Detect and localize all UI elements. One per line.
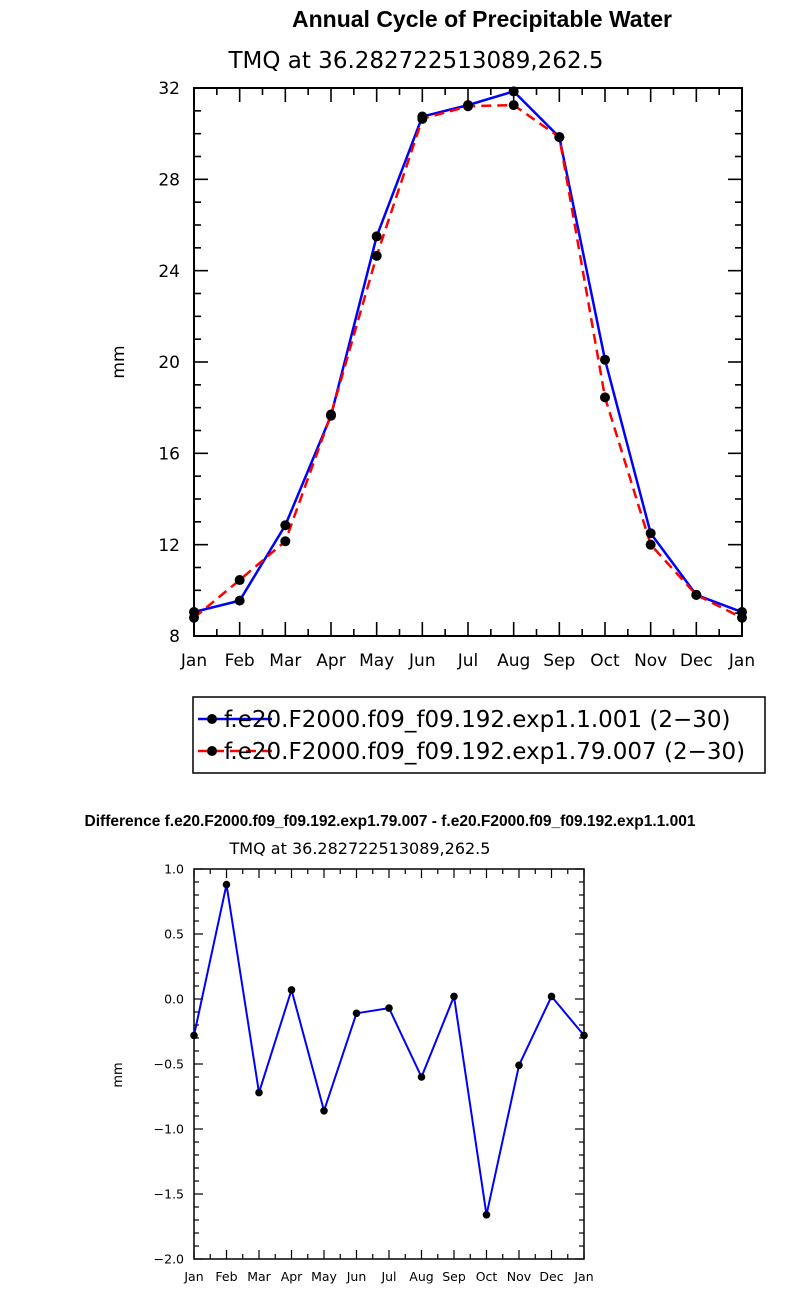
legend-box	[192, 696, 766, 774]
x-tick-label: Feb	[215, 1269, 237, 1284]
y-tick-label: 20	[158, 353, 180, 373]
chart-1-ticks: Jan Feb Mar Apr May Jun Jul Aug Sep Oct Nov Dec Jan8…	[158, 79, 755, 671]
series-1-point	[255, 1088, 263, 1097]
x-tick-label: May	[359, 651, 394, 671]
x-tick-label: Mar	[269, 651, 301, 671]
x-tick-label: Aug	[497, 651, 530, 671]
series-1-point	[417, 1073, 426, 1081]
y-tick-label: −2.0	[154, 1252, 184, 1267]
x-tick-label: Jan	[180, 651, 207, 671]
y-tick-label: 0.5	[164, 927, 184, 942]
series-2-point	[737, 612, 747, 623]
y-tick-label: 12	[158, 536, 180, 556]
series-1-point	[482, 1211, 491, 1219]
series-2-point	[691, 589, 702, 600]
series-1-point	[580, 1031, 588, 1040]
series-2-point	[554, 132, 565, 143]
chart-2-title: Difference f.e20.F2000.f09_f09.192.exp1.…	[85, 813, 696, 830]
chart-1-ylabel: mm	[109, 345, 129, 378]
chart-1-subtitle: TMQ at 36.282722513089,262.5	[227, 48, 603, 74]
series-1-point	[385, 1004, 393, 1012]
legend-series-1-marker	[207, 714, 217, 724]
x-tick-label: Jan	[728, 651, 755, 671]
x-tick-label: Mar	[247, 1269, 271, 1284]
series-1-point	[515, 1061, 523, 1070]
series-2-point	[326, 409, 336, 420]
y-tick-label: 32	[158, 79, 180, 99]
y-tick-label: −1.5	[154, 1187, 184, 1202]
chart-2: Difference f.e20.F2000.f09_f09.192.exp1.…	[85, 813, 696, 1284]
series-2-point	[371, 250, 382, 261]
x-tick-label: Jul	[380, 1269, 396, 1284]
series-1-point	[645, 528, 656, 539]
x-tick-label: May	[311, 1269, 337, 1284]
series-2-point	[645, 539, 656, 550]
series-1-point	[287, 986, 296, 994]
series-2-point	[600, 392, 610, 403]
chart-1-legend: f.e20.F2000.f09_f09.192.exp1.1.001 (2−30…	[192, 696, 766, 774]
x-tick-label: Dec	[680, 651, 713, 671]
x-tick-label: Jan	[183, 1269, 203, 1284]
x-tick-label: Oct	[476, 1269, 498, 1284]
series-2-point	[280, 536, 291, 547]
series-2-point	[508, 100, 519, 111]
x-tick-label: Jun	[408, 651, 436, 671]
series-1-point	[234, 595, 245, 606]
series-1-point	[190, 1031, 198, 1040]
y-tick-label: 1.0	[164, 862, 184, 877]
chart-2-plot-frame	[193, 868, 585, 1260]
series-1-point	[547, 992, 556, 1001]
series-1-line	[193, 90, 743, 614]
chart-1: Annual Cycle of Precipitable Water TMQ a…	[109, 6, 766, 774]
y-tick-label: 16	[158, 444, 180, 464]
x-tick-label: Jun	[346, 1269, 367, 1284]
series-2-point	[189, 612, 199, 623]
chart-2-ylabel: mm	[111, 1062, 126, 1087]
x-tick-label: Aug	[409, 1269, 433, 1284]
series-2-point	[463, 101, 473, 112]
series-2-point	[417, 113, 428, 124]
series-2-point	[234, 575, 245, 586]
series-1-line	[193, 883, 585, 1216]
series-1-point	[280, 520, 291, 531]
series-1-point	[371, 231, 382, 242]
y-tick-label: 0.0	[164, 992, 184, 1007]
series-1-point	[508, 86, 519, 97]
chart-2-ticks: Jan Feb Mar Apr May Jun Jul Aug Sep Oct Nov Dec Jan −…	[154, 862, 594, 1285]
series-1-point	[222, 880, 231, 889]
y-tick-label: −1.0	[154, 1122, 184, 1137]
legend-series-2-marker	[207, 746, 217, 756]
series-1-point	[320, 1107, 328, 1115]
x-tick-label: Apr	[281, 1269, 303, 1284]
x-tick-label: Sep	[543, 651, 575, 671]
x-tick-label: Dec	[539, 1269, 563, 1284]
y-tick-label: −0.5	[154, 1057, 184, 1072]
x-tick-label: Nov	[634, 651, 667, 671]
x-tick-label: Jan	[573, 1269, 593, 1284]
legend-series-2-label: f.e20.F2000.f09_f09.192.exp1.79.007 (2−3…	[224, 739, 745, 765]
x-tick-label: Apr	[316, 651, 345, 671]
x-tick-label: Feb	[225, 651, 255, 671]
x-tick-label: Jul	[457, 651, 479, 671]
x-tick-label: Oct	[590, 651, 620, 671]
series-1-point	[352, 1009, 361, 1018]
chart-1-title: Annual Cycle of Precipitable Water	[292, 6, 672, 32]
y-tick-label: 8	[169, 627, 180, 647]
series-1-point	[600, 354, 610, 365]
y-tick-label: 28	[158, 170, 180, 190]
chart-2-subtitle: TMQ at 36.282722513089,262.5	[229, 839, 491, 858]
y-tick-label: 24	[158, 262, 180, 282]
x-tick-label: Nov	[507, 1269, 532, 1284]
x-tick-label: Sep	[442, 1269, 466, 1284]
legend-series-1-label: f.e20.F2000.f09_f09.192.exp1.1.001 (2−30…	[224, 707, 730, 733]
series-1-point	[450, 992, 458, 1001]
